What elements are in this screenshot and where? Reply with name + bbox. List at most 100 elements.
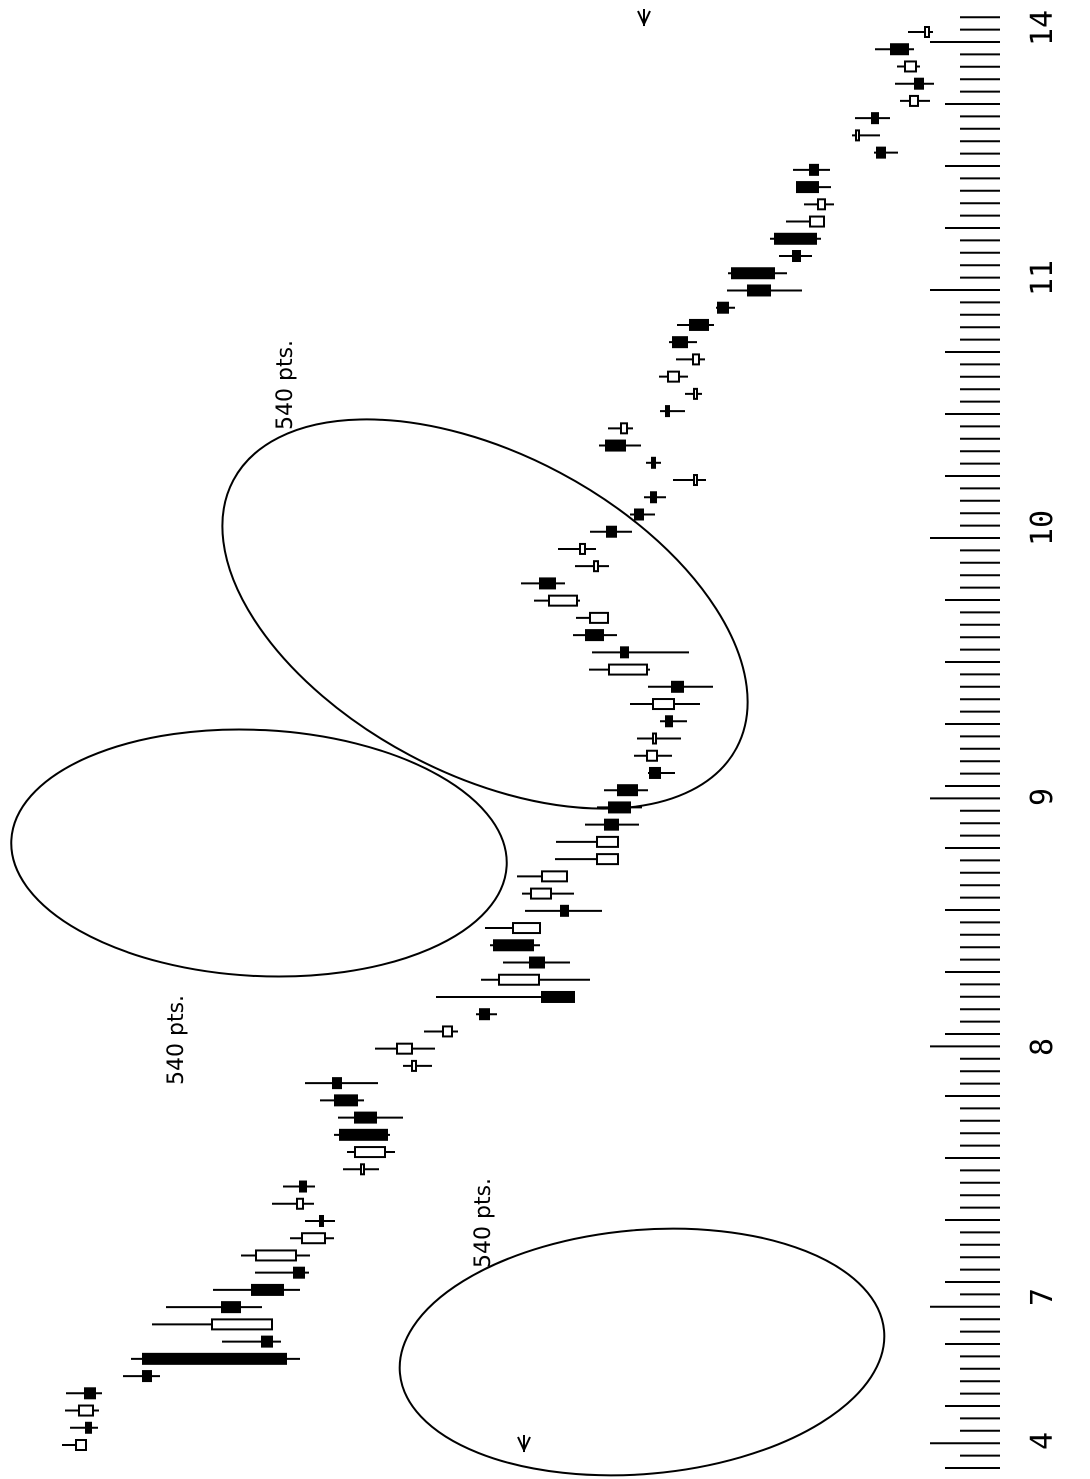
candle	[334, 1128, 390, 1141]
candle	[673, 474, 706, 487]
candle-body	[255, 1249, 297, 1262]
candle-body	[354, 1146, 386, 1159]
candle	[558, 542, 596, 555]
candle-body	[693, 474, 698, 487]
candle	[436, 990, 575, 1003]
annotation-label: 540 pts.	[164, 995, 189, 1085]
candle	[424, 1025, 458, 1038]
candle-body	[747, 284, 771, 297]
candle-body	[593, 560, 599, 573]
candle	[320, 1094, 364, 1107]
candle	[770, 232, 821, 245]
candle-body	[85, 1421, 92, 1434]
candle	[646, 456, 661, 469]
candle	[255, 1266, 309, 1279]
candle-body	[560, 904, 569, 917]
candle-body	[693, 387, 698, 400]
candle-body	[671, 680, 684, 693]
candle-body	[608, 801, 631, 814]
candle	[576, 611, 609, 624]
candle	[525, 904, 602, 917]
candles	[62, 26, 934, 1451]
candle	[855, 112, 890, 125]
candle-body	[634, 508, 644, 521]
candle	[555, 853, 619, 866]
candle-body	[608, 663, 648, 676]
candle-body	[652, 732, 657, 745]
candle	[875, 43, 914, 56]
candle	[900, 94, 930, 107]
candle-body	[665, 405, 670, 418]
candle-body	[672, 336, 688, 349]
candle	[585, 818, 639, 831]
candle-body	[251, 1283, 284, 1296]
candle	[728, 267, 787, 280]
candle	[793, 163, 830, 176]
markers	[517, 9, 651, 1453]
candle	[403, 1059, 432, 1072]
candle	[796, 181, 831, 194]
candle-body	[665, 715, 673, 728]
candle-body	[539, 577, 556, 590]
candle-body	[84, 1387, 96, 1400]
candle-body	[78, 1404, 94, 1417]
candle	[637, 732, 681, 745]
grouping-ellipse	[10, 728, 508, 978]
candle-body	[650, 491, 657, 504]
candle	[669, 336, 697, 349]
candle	[660, 715, 687, 728]
candle	[597, 801, 642, 814]
candle-body	[717, 301, 729, 314]
candle-body	[774, 232, 817, 245]
candle	[895, 77, 934, 90]
grouping-ellipse	[398, 1227, 886, 1477]
candle-body	[646, 749, 658, 762]
candle-body	[142, 1370, 152, 1383]
candle	[590, 525, 632, 538]
candle	[338, 1111, 403, 1124]
candle	[305, 1214, 335, 1227]
candle-body	[339, 1128, 388, 1141]
candle-body	[620, 646, 629, 659]
candle	[490, 939, 540, 952]
candle-body	[261, 1335, 273, 1348]
candle	[70, 1421, 98, 1434]
candle	[676, 353, 705, 366]
tick-label: 14	[1025, 10, 1060, 46]
candle-body	[617, 784, 638, 797]
candle-body	[498, 973, 540, 986]
candle	[503, 956, 570, 969]
candle	[786, 215, 825, 228]
candle	[534, 594, 580, 607]
candle	[804, 198, 834, 211]
tick-label: 4	[1025, 1432, 1060, 1450]
candle-body	[529, 956, 545, 969]
candle	[166, 1301, 262, 1314]
candle-body	[354, 1111, 377, 1124]
candle	[630, 508, 655, 521]
candle	[556, 835, 619, 848]
candle-body	[731, 267, 775, 280]
candle-body	[332, 1077, 342, 1090]
candle	[343, 1163, 379, 1176]
candle	[485, 922, 541, 935]
candle	[241, 1249, 310, 1262]
candle-body	[904, 60, 917, 73]
candle	[634, 749, 672, 762]
candle-body	[411, 1059, 417, 1072]
candle-body	[924, 26, 930, 38]
candle	[589, 663, 650, 676]
candle-body	[809, 163, 819, 176]
candle	[716, 301, 735, 314]
candle	[522, 887, 574, 900]
candle	[476, 1008, 497, 1021]
candle	[852, 129, 880, 142]
candle	[648, 680, 713, 693]
candle-body	[596, 853, 619, 866]
candle-body	[909, 94, 919, 107]
candle	[575, 560, 609, 573]
tick-label: 9	[1025, 788, 1060, 806]
candle-body	[360, 1163, 365, 1176]
candle-body	[75, 1439, 87, 1451]
candle	[727, 284, 802, 297]
